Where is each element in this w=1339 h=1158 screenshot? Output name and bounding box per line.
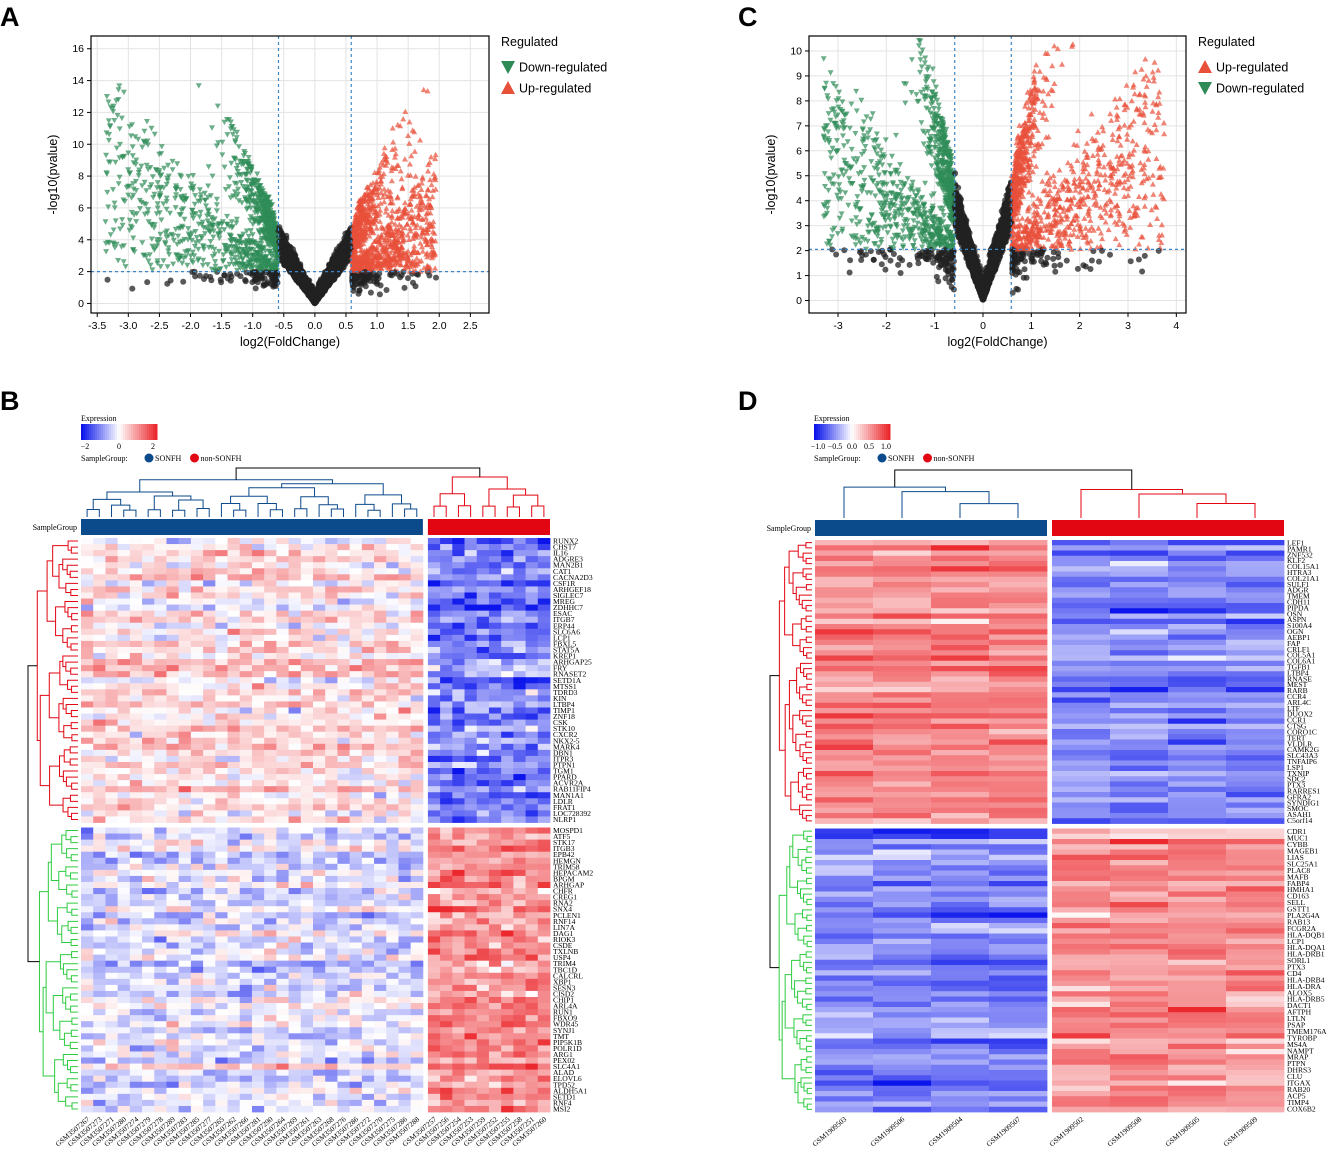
panel-letter-a: A bbox=[0, 2, 20, 32]
figure: A C B D -3.5 -3.0 -2.5 -2.0 -1.5 -1.0 -0.5 0.0 0… bbox=[0, 0, 1339, 1158]
panel-letter-b: B bbox=[0, 386, 20, 416]
panel-letter-c: C bbox=[738, 2, 758, 32]
panel-letter-d: D bbox=[738, 386, 758, 416]
volcano-plot-a: -3.5 -3.0 -2.5 -2.0 -1.5 -1.0 -0.5 0.0 0.5 1.0 1.5… bbox=[46, 35, 607, 349]
